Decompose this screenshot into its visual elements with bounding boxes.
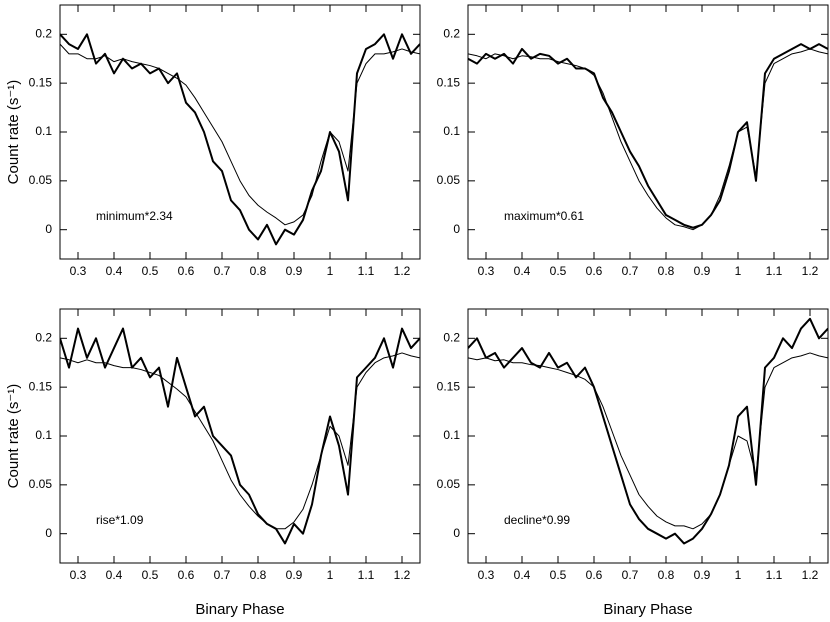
- data-line: [468, 43, 828, 229]
- x-tick-label: 0.5: [142, 568, 159, 582]
- x-tick-label: 0.5: [550, 264, 567, 278]
- y-tick-label: 0.2: [35, 26, 52, 40]
- x-tick-label: 0.4: [106, 264, 123, 278]
- x-tick-label: 0.8: [250, 264, 267, 278]
- y-tick-label: 0.2: [35, 330, 52, 344]
- x-tick-label: 0.7: [622, 568, 639, 582]
- data-line: [60, 327, 420, 545]
- x-tick-label: 1.2: [802, 264, 819, 278]
- y-tick-label: 0.05: [29, 477, 53, 491]
- x-tick-label: 0.9: [694, 264, 711, 278]
- data-line: [60, 43, 420, 226]
- x-tick-label: 0.9: [694, 568, 711, 582]
- annotation: maximum*0.61: [504, 209, 584, 223]
- annotation: minimum*2.34: [96, 209, 173, 223]
- x-tick-label: 0.6: [586, 568, 603, 582]
- annotation: decline*0.99: [504, 513, 570, 527]
- x-tick-label: 0.4: [514, 568, 531, 582]
- y-tick-label: 0: [453, 222, 460, 236]
- data-line: [60, 352, 420, 530]
- y-tick-label: 0.1: [443, 428, 460, 442]
- y-tick-label: 0: [45, 526, 52, 540]
- x-tick-label: 0.9: [286, 264, 303, 278]
- x-tick-label: 0.3: [478, 568, 495, 582]
- x-tick-label: 0.8: [658, 264, 675, 278]
- x-tick-label: 1.1: [766, 264, 783, 278]
- x-tick-label: 0.7: [622, 264, 639, 278]
- panel: 0.3 0.4 0.5 0.6 0.7 0.8 0.9 1 1.1 1.2 0 0.05 0.1 0.15…: [5, 308, 421, 618]
- x-tick-label: 0.6: [178, 568, 195, 582]
- y-tick-label: 0.1: [35, 124, 52, 138]
- x-tick-label: 0.4: [514, 264, 531, 278]
- y-tick-label: 0.15: [437, 379, 461, 393]
- y-axis-label: Count rate (s⁻¹): [5, 384, 22, 489]
- x-tick-label: 1: [327, 264, 334, 278]
- x-tick-label: 1.2: [802, 568, 819, 582]
- x-tick-label: 0.6: [586, 264, 603, 278]
- data-line: [60, 33, 420, 246]
- x-tick-label: 0.9: [286, 568, 303, 582]
- x-tick-label: 1: [327, 568, 334, 582]
- y-tick-label: 0.1: [443, 124, 460, 138]
- y-tick-label: 0.2: [443, 330, 460, 344]
- x-tick-label: 1: [735, 264, 742, 278]
- x-tick-label: 0.3: [70, 264, 87, 278]
- y-tick-label: 0.2: [443, 26, 460, 40]
- y-tick-label: 0.15: [29, 379, 53, 393]
- x-axis-label: Binary Phase: [195, 601, 284, 618]
- data-line: [468, 352, 828, 530]
- x-tick-label: 1.2: [394, 568, 411, 582]
- x-tick-label: 1.1: [766, 568, 783, 582]
- panel: 0.3 0.4 0.5 0.6 0.7 0.8 0.9 1 1.1 1.2 0 0.05 0.1 0.15…: [5, 4, 421, 278]
- x-tick-label: 0.3: [478, 264, 495, 278]
- y-tick-label: 0.1: [35, 428, 52, 442]
- x-tick-label: 0.8: [250, 568, 267, 582]
- y-tick-label: 0.15: [29, 75, 53, 89]
- y-tick-label: 0.05: [437, 173, 461, 187]
- x-tick-label: 1.2: [394, 264, 411, 278]
- x-tick-label: 1.1: [358, 264, 375, 278]
- y-tick-label: 0.15: [437, 75, 461, 89]
- annotation: rise*1.09: [96, 513, 144, 527]
- y-axis-label: Count rate (s⁻¹): [5, 80, 22, 185]
- x-tick-label: 0.7: [214, 264, 231, 278]
- x-tick-label: 1.1: [358, 568, 375, 582]
- y-tick-label: 0.05: [29, 173, 53, 187]
- panel: 0.3 0.4 0.5 0.6 0.7 0.8 0.9 1 1.1 1.2 0 0.05 0.1 0.15…: [437, 308, 829, 618]
- panel: 0.3 0.4 0.5 0.6 0.7 0.8 0.9 1 1.1 1.2 0 0.05 0.1 0.15…: [437, 4, 829, 278]
- y-tick-label: 0: [453, 526, 460, 540]
- x-axis-label: Binary Phase: [603, 601, 692, 618]
- x-tick-label: 0.6: [178, 264, 195, 278]
- x-tick-label: 0.7: [214, 568, 231, 582]
- data-line: [468, 317, 828, 545]
- x-tick-label: 0.5: [550, 568, 567, 582]
- x-tick-label: 1: [735, 568, 742, 582]
- x-tick-label: 0.4: [106, 568, 123, 582]
- x-tick-label: 0.8: [658, 568, 675, 582]
- data-line: [468, 48, 828, 231]
- y-tick-label: 0.05: [437, 477, 461, 491]
- y-tick-label: 0: [45, 222, 52, 236]
- x-tick-label: 0.5: [142, 264, 159, 278]
- x-tick-label: 0.3: [70, 568, 87, 582]
